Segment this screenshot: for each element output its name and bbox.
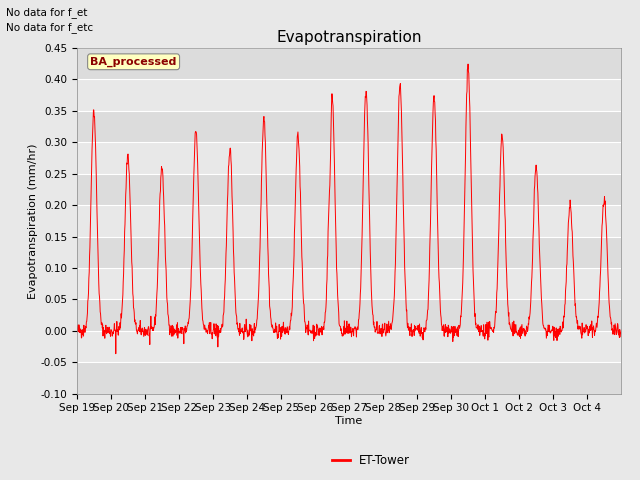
- Y-axis label: Evapotranspiration (mm/hr): Evapotranspiration (mm/hr): [28, 143, 38, 299]
- Title: Evapotranspiration: Evapotranspiration: [276, 30, 422, 46]
- Text: No data for f_etc: No data for f_etc: [6, 22, 93, 33]
- Bar: [77, 205, 621, 237]
- Legend: ET-Tower: ET-Tower: [328, 449, 415, 472]
- Text: No data for f_et: No data for f_et: [6, 7, 88, 18]
- Bar: [77, 300, 621, 331]
- Bar: [77, 268, 621, 300]
- Bar: [77, 331, 621, 362]
- X-axis label: Time: Time: [335, 416, 362, 426]
- Bar: [77, 48, 621, 79]
- Bar: [77, 142, 621, 174]
- Bar: [77, 174, 621, 205]
- Bar: [77, 237, 621, 268]
- Bar: [77, 362, 621, 394]
- Bar: [77, 111, 621, 142]
- Text: BA_processed: BA_processed: [90, 57, 177, 67]
- Bar: [77, 79, 621, 111]
